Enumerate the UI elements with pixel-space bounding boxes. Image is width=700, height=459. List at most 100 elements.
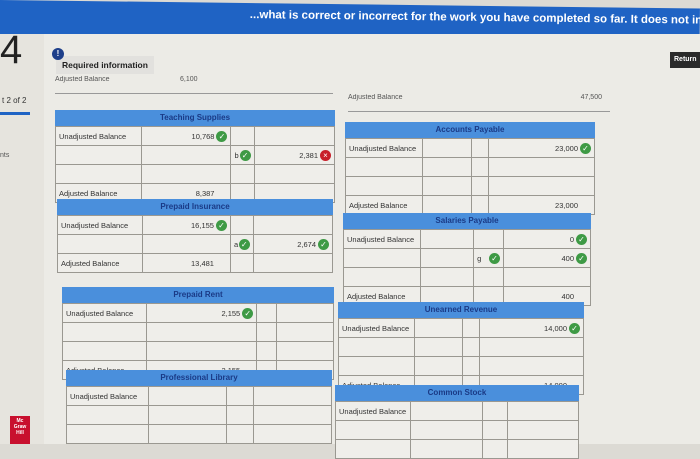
credit-amount-input[interactable]: 2,674 ✓ (252, 234, 334, 254)
cell-text: 14,000 (544, 323, 567, 333)
debit-amount-input[interactable] (410, 401, 483, 421)
label-cell: Unadjusted Balance (344, 138, 424, 158)
credit-ref-input[interactable] (481, 401, 508, 421)
label-cell: Unadjusted Balance (334, 401, 412, 421)
debit-amount-input[interactable] (148, 405, 227, 425)
cell-text: Adjusted Balance (59, 188, 118, 198)
credit-amount-input[interactable] (479, 337, 584, 357)
credit-amount-input[interactable] (253, 126, 336, 146)
credit-ref-input[interactable] (471, 195, 490, 215)
credit-ref-input[interactable] (471, 157, 490, 177)
debit-amount-input[interactable] (413, 318, 464, 338)
return-button[interactable]: Return (670, 52, 700, 68)
debit-amount-input[interactable] (410, 439, 483, 459)
credit-ref-input[interactable] (225, 386, 255, 406)
debit-amount-input[interactable] (422, 157, 473, 177)
credit-amount-input[interactable] (506, 401, 580, 421)
credit-ref-input[interactable] (462, 318, 481, 338)
credit-amount-input[interactable]: 400 ✓ (502, 248, 592, 268)
credit-ref-input[interactable] (471, 138, 490, 158)
debit-amount-input[interactable] (422, 138, 473, 158)
debit-amount-input[interactable] (142, 234, 231, 254)
check-icon: ✓ (569, 323, 580, 334)
ledger-row: Unadjusted Balance (334, 401, 580, 421)
label-cell (344, 176, 424, 196)
credit-amount-input[interactable] (488, 176, 595, 196)
credit-amount-input[interactable] (502, 267, 592, 287)
credit-ref-input[interactable] (225, 405, 255, 425)
debit-amount-input[interactable] (422, 176, 473, 196)
debit-amount-input[interactable] (141, 164, 232, 184)
credit-ref-input[interactable]: g ✓ (473, 248, 504, 268)
debit-amount-input[interactable]: 16,155 ✓ (142, 215, 231, 235)
debit-amount-input[interactable] (145, 322, 258, 342)
debit-amount-input[interactable] (419, 267, 475, 287)
credit-ref-input[interactable] (256, 303, 278, 323)
credit-ref-input[interactable] (462, 337, 481, 357)
credit-amount-input[interactable]: 23,000 ✓ (488, 138, 595, 158)
credit-amount-input[interactable] (252, 253, 334, 273)
debit-amount-input[interactable] (413, 337, 464, 357)
credit-amount-input[interactable]: 0 ✓ (502, 229, 592, 249)
part-indicator[interactable]: t 2 of 2 (2, 96, 27, 105)
credit-amount-input[interactable] (253, 405, 332, 425)
credit-ref-input[interactable] (462, 356, 481, 376)
credit-amount-input[interactable] (252, 215, 334, 235)
credit-amount-input[interactable]: 14,000 ✓ (479, 318, 584, 338)
debit-amount-input[interactable] (148, 424, 227, 444)
cell-text: Adjusted Balance (347, 291, 406, 301)
debit-amount-input[interactable]: 2,155 ✓ (145, 303, 258, 323)
label-cell (334, 420, 412, 440)
credit-ref-input[interactable] (230, 164, 255, 184)
credit-ref-input[interactable] (473, 229, 504, 249)
ledger-row: Unadjusted Balance 14,000 ✓ (338, 318, 584, 338)
debit-amount-input[interactable] (419, 248, 475, 268)
debit-amount-input[interactable]: 13,481 (142, 253, 231, 273)
credit-ref-input[interactable] (230, 126, 255, 146)
credit-amount-input[interactable] (488, 157, 595, 177)
check-icon: ✓ (488, 253, 500, 264)
ledger-row: Adjusted Balance 400 (343, 286, 592, 306)
credit-ref-input[interactable] (481, 439, 508, 459)
credit-amount-input[interactable] (479, 356, 584, 376)
credit-ref-input[interactable] (230, 183, 255, 203)
credit-ref-input[interactable] (473, 286, 504, 306)
debit-amount-input[interactable] (141, 145, 232, 165)
credit-amount-input[interactable] (276, 322, 334, 342)
credit-ref-input[interactable] (256, 341, 278, 361)
check-icon: ✓ (318, 239, 329, 250)
debit-amount-input[interactable] (422, 195, 473, 215)
credit-ref-input[interactable] (256, 322, 278, 342)
credit-ref-input[interactable] (471, 176, 490, 196)
debit-amount-input[interactable]: 10,768 ✓ (141, 126, 232, 146)
debit-amount-input[interactable] (413, 356, 464, 376)
credit-amount-input[interactable] (253, 424, 332, 444)
credit-ref-input[interactable] (481, 420, 508, 440)
credit-amount-input[interactable] (253, 164, 336, 184)
credit-amount-input[interactable]: 2,381 × (253, 145, 336, 165)
credit-amount-input[interactable] (506, 439, 580, 459)
credit-ref-input[interactable] (229, 215, 254, 235)
credit-ref-input[interactable] (473, 267, 504, 287)
credit-amount-input[interactable] (506, 420, 580, 440)
debit-amount-input[interactable] (148, 386, 227, 406)
debit-amount-input[interactable] (419, 229, 475, 249)
credit-amount-input[interactable]: 23,000 (488, 195, 595, 215)
credit-amount-input[interactable] (276, 303, 334, 323)
ledger-row: Unadjusted Balance (65, 386, 332, 406)
cell-text: Unadjusted Balance (66, 308, 134, 318)
credit-ref-input[interactable]: b ✓ (230, 145, 255, 165)
label-cell (54, 145, 143, 165)
credit-amount-input[interactable]: 400 (502, 286, 592, 306)
debit-amount-input[interactable] (145, 341, 258, 361)
credit-amount-input[interactable] (253, 386, 332, 406)
credit-amount-input[interactable] (276, 341, 334, 361)
credit-ref-input[interactable] (229, 253, 254, 273)
label-cell: Unadjusted Balance (54, 126, 143, 146)
credit-ref-input[interactable] (225, 424, 255, 444)
debit-amount-input[interactable] (410, 420, 483, 440)
credit-ref-input[interactable]: a ✓ (229, 234, 254, 254)
points-label: nts (0, 152, 10, 159)
cell-text: Adjusted Balance (349, 200, 408, 210)
required-information-tab[interactable]: Required information (56, 56, 154, 74)
